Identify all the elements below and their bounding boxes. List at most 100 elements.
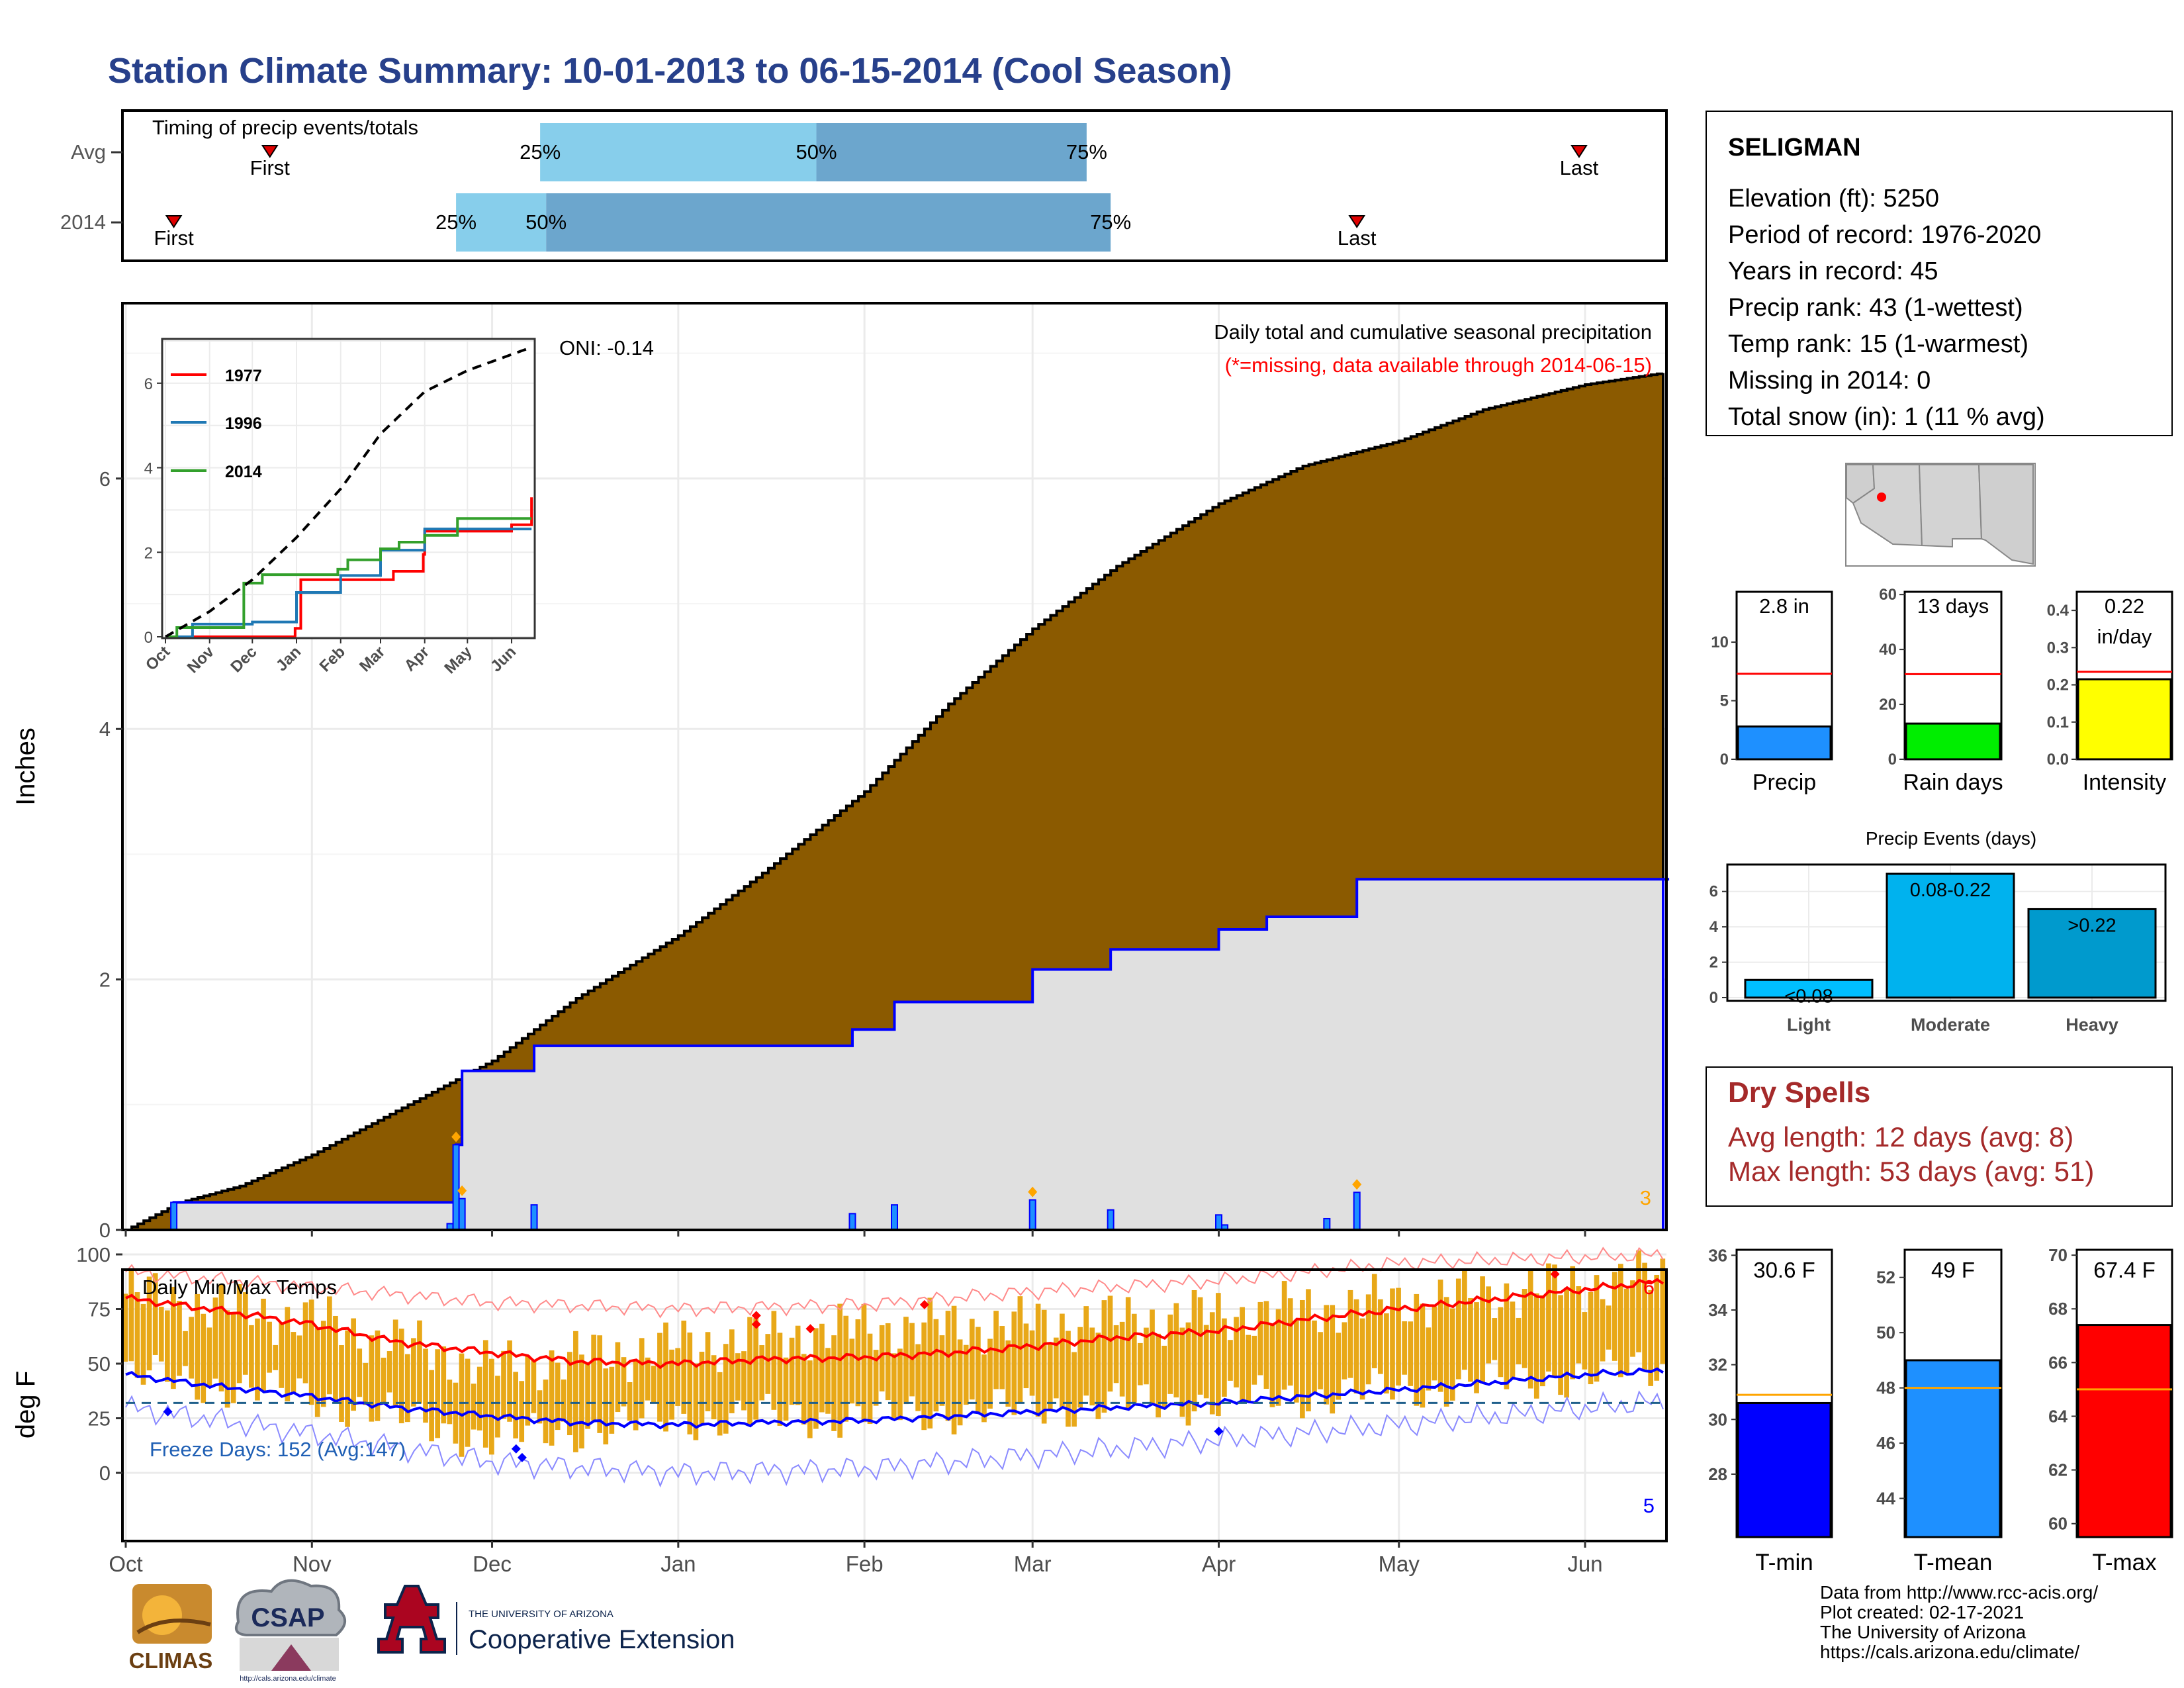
timing-bars: 25% 50% 75% First Last 25% 50% 75% First Last <box>154 123 1599 252</box>
temp-daily-bar <box>1131 1313 1137 1403</box>
temp-daily-bar <box>320 1321 326 1407</box>
tempbar-y-tick-label-1: 50 <box>1876 1323 1895 1342</box>
temp-daily-bar <box>795 1325 801 1405</box>
temp-record-marker <box>1550 1269 1560 1279</box>
minibar-y-tick-label-1: 20 <box>1879 696 1897 714</box>
temp-y-tick-label: 25 <box>88 1407 111 1430</box>
daily-precip-bar <box>170 1201 178 1231</box>
timing-panel: 25% 50% 75% First Last 25% 50% 75% First Last Tim… <box>60 109 1668 262</box>
tempbar-y-tick-label-2: 62 <box>2048 1460 2068 1480</box>
minibar-y-tick-label-1: 40 <box>1879 641 1897 659</box>
month-label: Oct <box>109 1552 142 1576</box>
temp-daily-bar <box>1498 1307 1504 1378</box>
minibar-value-2 <box>2077 678 2172 761</box>
temp-daily-bar <box>1455 1278 1461 1380</box>
temp-daily-bar <box>429 1370 434 1442</box>
minibar-y-tick-label-2: 0.3 <box>2047 639 2069 657</box>
temp-record-marker <box>517 1452 527 1462</box>
temp-daily-bar <box>122 1293 128 1362</box>
inset-frame <box>161 338 535 639</box>
temp-daily-bar <box>296 1335 302 1379</box>
precip-y-tick-label: 2 <box>99 968 111 992</box>
temp-daily-bar <box>741 1351 747 1411</box>
credit-plot-created: Plot created: 02-17-2021 <box>1820 1602 2024 1622</box>
minibar-y-tick-label-0: 10 <box>1711 633 1729 651</box>
precip-y-tick-label: 0 <box>99 1219 111 1242</box>
temp-daily-bar <box>230 1312 236 1403</box>
temp-daily-bar <box>189 1317 194 1379</box>
temp-panel: 0 25 50 75 100 Oct Nov Dec Jan Feb Mar Apr May Jun Da… <box>11 1243 1668 1576</box>
footer-credits: Data from http://www.rcc-acis.org/ Plot … <box>1820 1582 2098 1662</box>
temp-daily-bar <box>1300 1299 1305 1419</box>
station-box-frame <box>1706 111 2173 436</box>
inset-line-1996 <box>165 528 532 638</box>
tempbar-y-tick-label-1: 52 <box>1876 1268 1895 1288</box>
month-label: Jun <box>1567 1552 1602 1576</box>
station-name: SELIGMAN <box>1728 134 1861 162</box>
csap-logo-url: http://cals.arizona.edu/climate <box>240 1675 336 1683</box>
climas-logo-sun <box>142 1595 182 1635</box>
daily-precip-bar <box>1323 1217 1331 1231</box>
temp-daily-bar <box>1342 1322 1347 1380</box>
tempbar-value-label-1: 49 F <box>1931 1258 1975 1282</box>
temp-daily-bar <box>687 1333 693 1434</box>
minibar-value-unit-2: in/day <box>2097 625 2152 648</box>
temp-daily-bar <box>1408 1321 1414 1386</box>
temp-daily-bar <box>513 1372 518 1438</box>
temp-daily-bar <box>1005 1340 1011 1407</box>
temp-daily-bar <box>1257 1301 1263 1376</box>
temp-daily-bar <box>771 1311 777 1410</box>
temp-daily-bar <box>867 1333 873 1425</box>
daily-precip-bar <box>1028 1199 1036 1231</box>
tempbar-y-tick-label-0: 32 <box>1708 1355 1727 1375</box>
temp-daily-bar <box>1156 1333 1161 1418</box>
temp-daily-bar <box>837 1303 842 1438</box>
temp-daily-bar <box>879 1325 885 1391</box>
events-y-tick-label: 6 <box>1709 883 1718 901</box>
events-category-moderate: Moderate <box>1911 1015 1990 1035</box>
temp-daily-bar <box>1396 1288 1401 1386</box>
temp-daily-bar <box>471 1383 477 1430</box>
minibar-label-2: Intensity <box>2083 770 2167 795</box>
temp-daily-bar <box>1522 1289 1527 1368</box>
events-bar-light <box>1744 978 1874 999</box>
freeze-days-label: Freeze Days: 152 (Avg:147) <box>150 1438 406 1461</box>
month-label: Apr <box>1202 1552 1236 1576</box>
temp-daily-bar <box>392 1319 398 1405</box>
map-region-texas <box>1978 464 2034 565</box>
minibar-y-tick-label-2: 0.0 <box>2047 751 2069 769</box>
events-y-tick-label: 2 <box>1709 954 1718 972</box>
temp-daily-bar <box>651 1366 657 1403</box>
temp-daily-bar <box>777 1333 783 1426</box>
minibar-y-tick-label-2: 0.2 <box>2047 677 2069 694</box>
temp-daily-bar <box>861 1303 867 1423</box>
temp-daily-bar <box>267 1321 272 1373</box>
tempbar-label-2: T-max <box>2092 1550 2157 1575</box>
temp-daily-bar <box>627 1382 633 1421</box>
temp-daily-bar <box>976 1327 981 1414</box>
temp-daily-bar <box>693 1363 699 1440</box>
tempbar-value-1 <box>1905 1359 2001 1538</box>
temp-daily-bar <box>195 1293 201 1400</box>
daily-precip-bar <box>1353 1192 1361 1231</box>
legend-label-1996: 1996 <box>225 414 262 433</box>
temp-daily-bar <box>363 1362 369 1405</box>
temp-daily-bar <box>507 1340 512 1422</box>
timing-label-75-2014: 75% <box>1090 211 1131 234</box>
temp-daily-bar <box>236 1284 242 1383</box>
temp-y-tick-label: 0 <box>99 1462 111 1485</box>
temp-daily-bar <box>261 1298 266 1392</box>
temp-daily-bar <box>1101 1300 1107 1413</box>
temp-line-record-low <box>125 1390 1664 1488</box>
events-bar-moderate <box>1886 872 2015 999</box>
temp-daily-bar <box>783 1357 789 1421</box>
timing-bar-q25-q50-Avg <box>540 123 817 181</box>
tempbar-y-tick-label-1: 44 <box>1876 1489 1895 1509</box>
temp-daily-bar <box>1318 1332 1323 1389</box>
temp-daily-bar <box>1384 1313 1389 1394</box>
tempbar-y-tick-label-2: 70 <box>2048 1245 2068 1265</box>
temp-daily-bar <box>1336 1333 1342 1400</box>
inset-line-1977 <box>165 497 533 638</box>
temp-daily-bar <box>183 1331 188 1366</box>
inset-lines <box>165 346 533 638</box>
